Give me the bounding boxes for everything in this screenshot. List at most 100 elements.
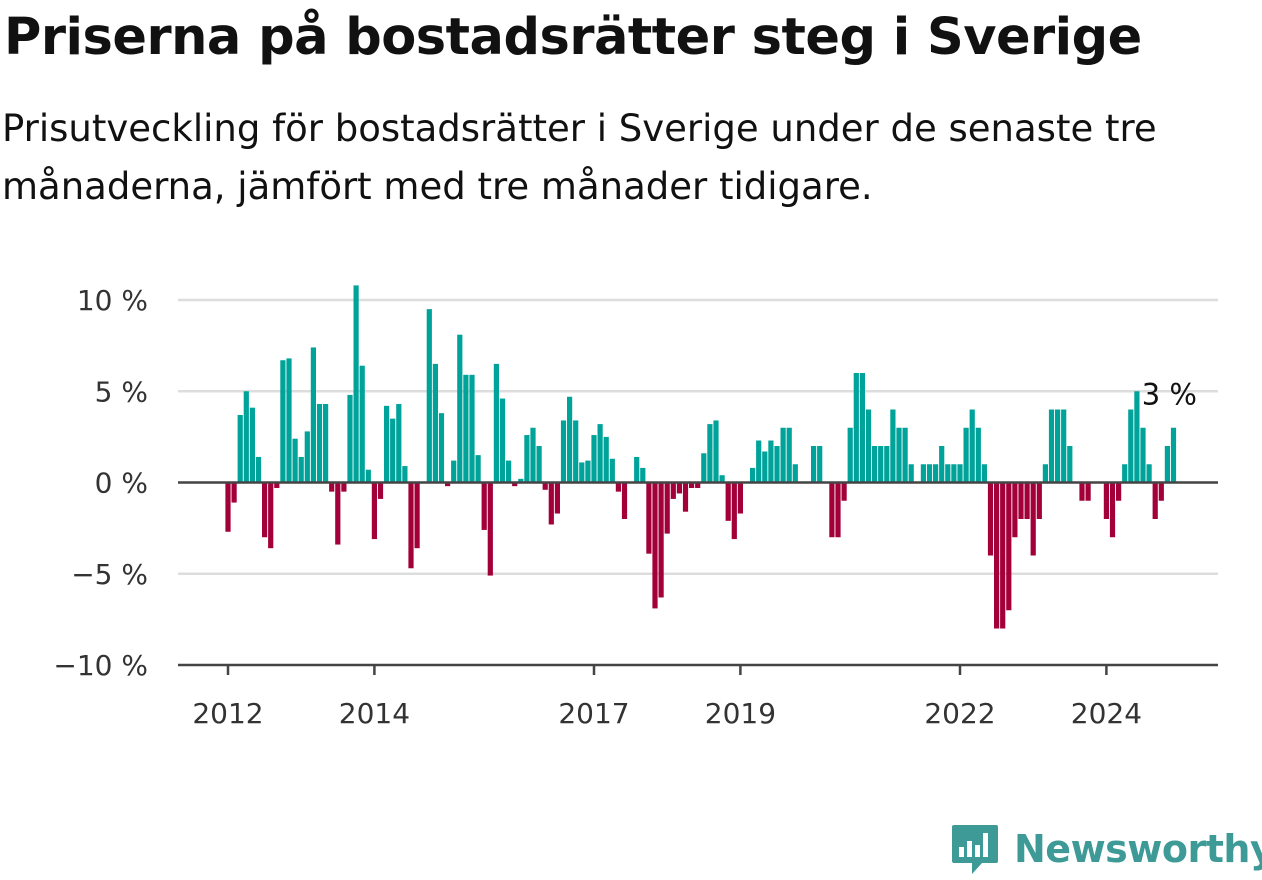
bar — [1128, 409, 1134, 483]
bar — [280, 360, 286, 483]
bar — [560, 420, 567, 483]
newsworthy-logo: Newsworthy — [950, 818, 1262, 880]
bar — [859, 373, 865, 483]
bar — [1103, 482, 1109, 519]
bar — [335, 482, 341, 545]
gridlines — [178, 298, 1218, 575]
bar — [951, 464, 957, 483]
bar — [750, 467, 756, 483]
bar — [872, 446, 878, 483]
bar — [762, 451, 768, 483]
bar — [786, 427, 792, 483]
bar — [1152, 482, 1158, 519]
bar — [426, 309, 432, 483]
bar — [1079, 482, 1085, 501]
bar — [713, 420, 719, 483]
bar — [658, 482, 664, 598]
bar — [548, 482, 554, 525]
bar — [463, 374, 469, 483]
bar — [481, 482, 487, 530]
bar — [255, 456, 262, 483]
bar — [640, 467, 646, 483]
bar — [682, 482, 689, 512]
bar — [384, 405, 390, 483]
bar — [377, 482, 384, 499]
x-tick-label: 2014 — [339, 697, 410, 730]
bar — [573, 420, 579, 483]
x-tick-label: 2019 — [705, 697, 776, 730]
bar — [670, 482, 676, 499]
bar — [1116, 482, 1122, 501]
bar — [567, 396, 573, 483]
bar — [371, 482, 377, 540]
newsworthy-logo-icon — [952, 825, 998, 874]
bar — [402, 466, 408, 483]
bar — [396, 404, 402, 483]
bar — [945, 464, 951, 483]
x-axis: 2012 2014 2017 2019 2022 2024 — [178, 481, 1218, 730]
bar — [1140, 427, 1146, 483]
bar — [695, 482, 701, 488]
annotation: 3 % — [1142, 377, 1197, 411]
bar — [506, 460, 512, 483]
x-tick-label: 2022 — [924, 697, 995, 730]
bar — [829, 482, 835, 538]
bar — [835, 482, 841, 538]
bar — [908, 464, 914, 483]
bar — [249, 407, 255, 483]
bar — [237, 414, 243, 483]
bar — [347, 394, 353, 483]
bar — [981, 464, 987, 483]
bar — [1030, 482, 1036, 556]
bar — [774, 446, 780, 483]
bar — [304, 431, 310, 483]
bar — [341, 482, 347, 492]
bar — [493, 363, 499, 483]
logo-text: Newsworthy — [1014, 827, 1262, 871]
bar — [451, 460, 457, 483]
bar — [591, 435, 597, 483]
bar — [811, 446, 817, 483]
bar — [597, 424, 603, 483]
bar — [853, 373, 859, 483]
latest-value-label: 3 % — [1142, 377, 1197, 411]
bar — [1006, 482, 1012, 611]
bar — [701, 453, 707, 483]
bar — [975, 427, 981, 483]
bar — [438, 413, 445, 483]
bar — [1061, 409, 1067, 483]
bar — [262, 482, 268, 538]
y-tick-label: 0 % — [95, 467, 148, 500]
bar — [298, 456, 304, 483]
bar — [542, 482, 548, 490]
bar — [469, 374, 475, 483]
bar — [1134, 391, 1140, 483]
bar — [585, 460, 591, 483]
bar — [847, 427, 853, 483]
bar — [445, 482, 451, 487]
bar — [994, 482, 1000, 629]
bar — [1042, 464, 1048, 483]
bar — [274, 482, 280, 488]
bar — [646, 482, 652, 554]
y-tick-label: 10 % — [77, 284, 148, 317]
bar — [359, 365, 365, 483]
bar — [609, 458, 615, 483]
bar — [353, 285, 359, 483]
bar — [792, 464, 798, 483]
bar — [530, 427, 536, 483]
bar — [756, 440, 762, 483]
bar — [780, 427, 786, 483]
bar — [414, 482, 420, 549]
bar — [731, 482, 737, 540]
bar — [286, 358, 292, 483]
bar — [512, 482, 518, 487]
bar — [725, 482, 731, 521]
y-tick-label: 5 % — [95, 375, 148, 408]
y-tick-label: −5 % — [71, 558, 148, 591]
bar — [1036, 482, 1042, 519]
bar — [664, 482, 670, 534]
x-tick-label: 2012 — [192, 697, 263, 730]
bar — [329, 482, 335, 492]
bar — [499, 398, 506, 483]
